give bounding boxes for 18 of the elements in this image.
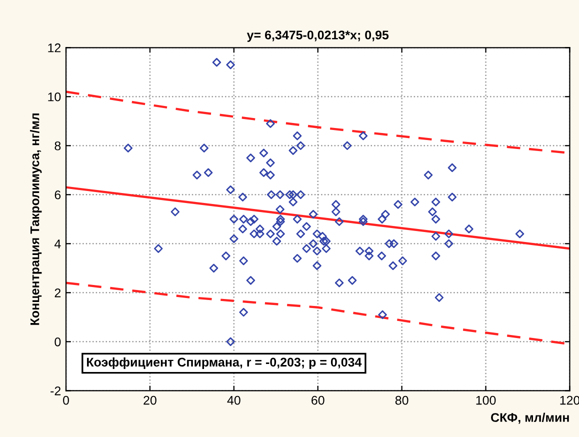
x-tick-label: 20	[144, 396, 156, 405]
y-tick-label: 0	[54, 337, 61, 346]
y-tick-label: 4	[54, 240, 61, 248]
annotation: Коэффициент Спирмана, r = -0,203; p = 0,034	[86, 357, 362, 370]
x-tick-label: 80	[395, 396, 408, 405]
y-axis-title: Концентрация Такролимуса, нг/мл	[30, 113, 42, 325]
y-tick-label: 8	[54, 141, 61, 150]
y-tick-label: -2	[50, 386, 61, 396]
x-tick-label: 60	[312, 396, 324, 405]
x-tick-label: 100	[476, 396, 496, 405]
y-tick-label: 2	[54, 288, 61, 298]
chart-title: y= 6,3475-0,0213*x; 0,95	[246, 30, 389, 42]
y-tick-label: 10	[48, 92, 61, 102]
x-axis-title: СКФ, мл/мин	[491, 412, 569, 424]
x-tick-label: 0	[63, 396, 69, 405]
y-tick-label: 6	[54, 190, 61, 200]
x-tick-label: 40	[227, 396, 240, 405]
y-tick-label: 12	[48, 43, 61, 52]
